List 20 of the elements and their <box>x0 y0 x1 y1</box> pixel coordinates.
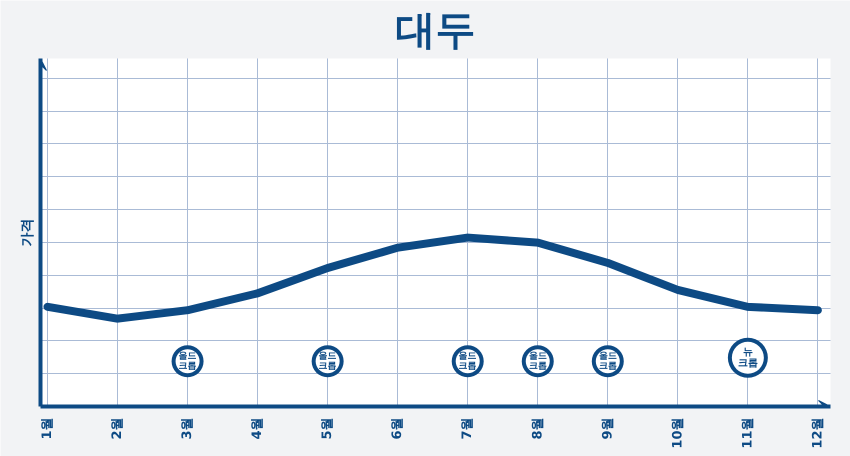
x-tick-label: 10월 <box>670 417 686 449</box>
annotation: 올드 크롭 <box>598 351 617 372</box>
annotation: 올드 크롭 <box>178 351 197 372</box>
y-axis-title: 가격 <box>20 218 36 246</box>
x-tick-label: 8월 <box>530 418 546 440</box>
annotation: 올드 크롭 <box>458 351 477 372</box>
x-tick-label: 11월 <box>740 417 756 449</box>
x-tick-label: 2월 <box>110 418 126 440</box>
annotation: 올드 크롭 <box>528 351 547 372</box>
x-tick-label: 7월 <box>460 418 476 440</box>
x-tick-label: 5월 <box>320 418 336 440</box>
x-tick-label: 3월 <box>180 418 196 440</box>
x-tick-label: 4월 <box>250 418 266 440</box>
x-tick-label: 9월 <box>600 418 616 440</box>
chart-title: 대두 <box>396 8 476 54</box>
annotation: 뉴 크롭 <box>738 346 758 369</box>
annotation: 올드 크롭 <box>318 351 337 372</box>
x-tick-label: 1월 <box>40 418 56 440</box>
x-tick-label: 12월 <box>810 417 826 449</box>
x-tick-label: 6월 <box>390 418 406 440</box>
